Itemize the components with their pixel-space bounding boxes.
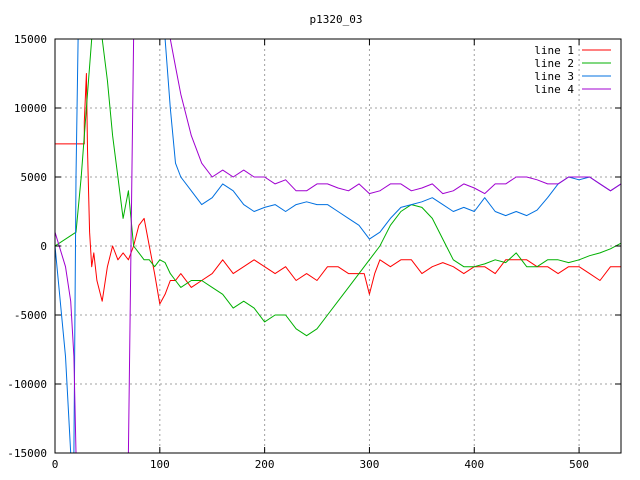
legend-label-4: line 4 (534, 83, 574, 96)
axis-ticks: 0 100 200 300 400 500 -15000 -10000 -5000 0 5000 10… (7, 33, 621, 471)
series-line-3 (55, 39, 621, 453)
y-tick-label: 5000 (21, 171, 48, 184)
x-tick-label: 300 (360, 458, 380, 471)
series-line-1 (55, 73, 621, 305)
y-tick-label: 10000 (14, 102, 47, 115)
x-tick-label: 100 (150, 458, 170, 471)
x-tick-label: 0 (52, 458, 59, 471)
y-tick-label: 0 (40, 240, 47, 253)
legend-label-1: line 1 (534, 44, 574, 57)
legend-label-2: line 2 (534, 57, 574, 70)
series-lines (55, 39, 621, 453)
series-line-4 (55, 39, 621, 453)
grid-lines (55, 39, 621, 453)
y-tick-label: -5000 (14, 309, 47, 322)
chart-title: p1320_03 (310, 13, 363, 26)
x-tick-label: 500 (569, 458, 589, 471)
y-tick-label: -15000 (7, 447, 47, 460)
y-tick-label: 15000 (14, 33, 47, 46)
legend-label-3: line 3 (534, 70, 574, 83)
series-line-2 (55, 39, 621, 337)
x-tick-label: 200 (255, 458, 275, 471)
y-tick-label: -10000 (7, 378, 47, 391)
x-tick-label: 400 (464, 458, 484, 471)
